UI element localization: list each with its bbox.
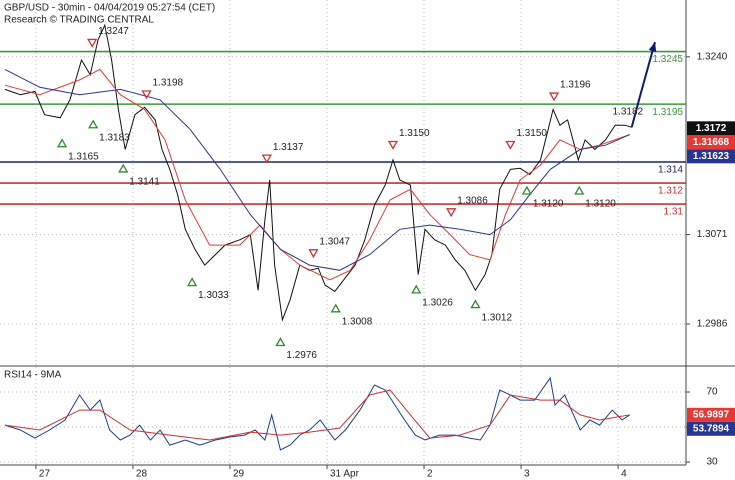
low-marker xyxy=(411,284,422,294)
price-tag xyxy=(687,121,735,136)
y-tick-label: 70 xyxy=(706,387,718,398)
price-tag-label: 1.31668 xyxy=(693,137,730,148)
series-line xyxy=(4,389,630,441)
high-marker xyxy=(261,154,272,164)
price-tag xyxy=(687,421,735,436)
projection-arrowhead xyxy=(648,42,657,52)
high-marker xyxy=(548,92,560,102)
low-label: 1.2976 xyxy=(286,350,317,361)
low-marker xyxy=(275,337,286,347)
y-tick-label: 1.3071 xyxy=(697,229,728,240)
projection-line xyxy=(630,41,656,128)
series-line xyxy=(4,68,630,271)
low-label: 1.3141 xyxy=(129,177,160,188)
level-label: 1.312 xyxy=(658,186,683,197)
low-label: 1.3033 xyxy=(198,290,229,301)
x-tick-label: 29 xyxy=(233,469,245,480)
high-marker xyxy=(141,90,152,100)
x-tick-label: 2 xyxy=(427,469,433,480)
high-marker xyxy=(87,38,98,48)
price-label: 1.3182 xyxy=(612,106,643,117)
low-marker xyxy=(521,185,532,195)
high-marker xyxy=(387,140,399,150)
price-tag-label: 53.7894 xyxy=(693,423,730,434)
level-label: 1.314 xyxy=(658,165,683,176)
low-marker xyxy=(470,299,481,309)
chart-title: GBP/USD - 30min - 04/04/2019 05:27:54 (C… xyxy=(4,3,215,14)
high-marker xyxy=(446,208,457,218)
x-tick-label: 28 xyxy=(136,469,148,480)
high-marker xyxy=(505,140,516,150)
high-label: 1.3198 xyxy=(153,78,184,89)
price-tag xyxy=(687,149,735,164)
y-tick-label: 1.3240 xyxy=(697,51,728,62)
y-tick-label: 1.2986 xyxy=(697,319,728,330)
high-label: 1.3196 xyxy=(560,80,591,91)
low-label: 1.3012 xyxy=(481,312,512,323)
price-tag-label: 1.31623 xyxy=(693,151,730,162)
low-marker xyxy=(330,303,341,313)
low-label: 1.3120 xyxy=(585,199,616,210)
x-tick-label: 3 xyxy=(524,469,530,480)
chart-subtitle: Research © TRADING CENTRAL xyxy=(4,15,154,26)
high-marker xyxy=(308,249,319,259)
high-label: 1.3137 xyxy=(273,142,304,153)
high-label: 1.3150 xyxy=(399,128,430,139)
low-marker xyxy=(574,185,585,195)
level-label: 1.31 xyxy=(664,207,684,218)
low-marker xyxy=(186,277,198,287)
price-tag-label: 56.9897 xyxy=(693,409,730,420)
low-marker xyxy=(88,119,99,129)
low-label: 1.3120 xyxy=(533,199,564,210)
y-tick-label: 30 xyxy=(706,457,718,468)
price-tag xyxy=(687,407,735,422)
x-tick-label: 4 xyxy=(621,469,627,480)
low-marker xyxy=(118,163,129,173)
price-tag xyxy=(687,135,735,150)
high-label: 1.3150 xyxy=(516,128,547,139)
low-marker xyxy=(56,138,68,148)
series-line xyxy=(4,68,630,281)
series-line xyxy=(4,23,632,322)
high-label: 1.3047 xyxy=(319,236,350,247)
x-tick-label: 27 xyxy=(39,469,51,480)
panel-title: RSI14 - 9MA xyxy=(4,370,62,381)
level-label: 1.3195 xyxy=(652,107,683,118)
high-label: 1.3247 xyxy=(98,26,129,37)
high-label: 1.3086 xyxy=(457,195,488,206)
low-label: 1.3026 xyxy=(422,298,453,309)
low-label: 1.3008 xyxy=(342,316,373,327)
low-label: 1.3165 xyxy=(68,151,99,162)
price-tag-label: 1.3172 xyxy=(696,123,727,134)
level-label: 1.3245 xyxy=(652,54,683,65)
low-label: 1.3183 xyxy=(99,132,130,143)
x-tick-label: 31 Apr xyxy=(330,469,360,480)
